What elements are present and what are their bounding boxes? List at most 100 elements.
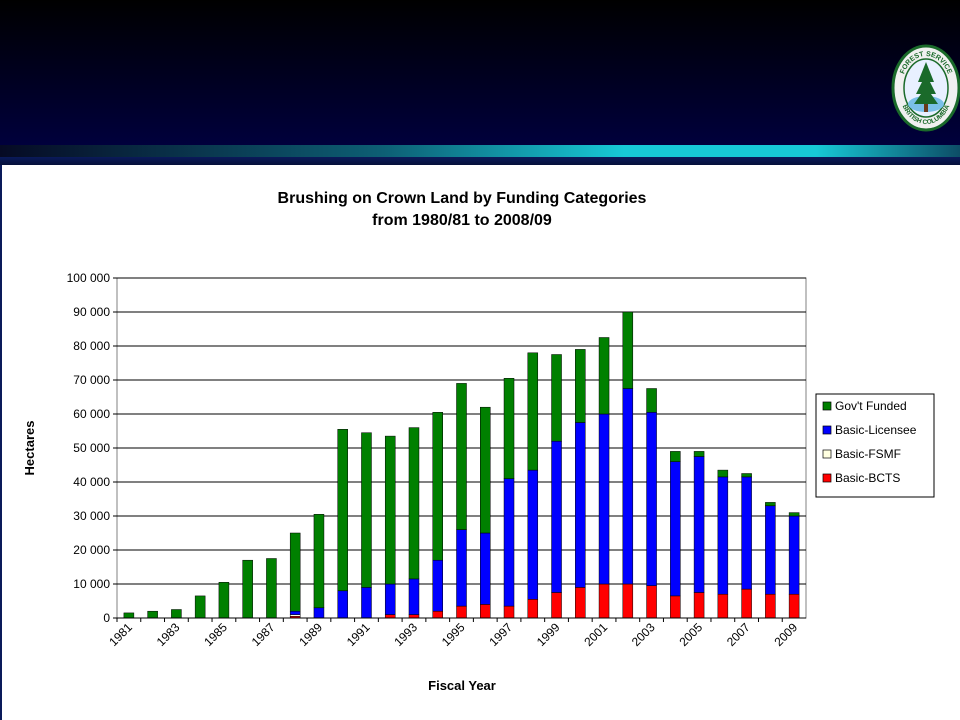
x-tick-label: 1991: [344, 620, 373, 649]
bar-gov-t-funded-1996: [480, 406, 491, 534]
bar-basic-bcts-2001: [598, 583, 610, 619]
bar-basic-licensee-1991: [361, 587, 372, 619]
plot-area: 0 10 000 20 000 30 000 40 000 50 000 60 000 70 …: [67, 271, 807, 649]
legend: Gov't Funded Basic-Licensee Basic-FSMF Basi…: [815, 393, 935, 498]
bar-basic-bcts-2005: [693, 592, 705, 619]
bar-gov-t-funded-2002: [622, 311, 634, 389]
y-axis-label: Hectares: [22, 421, 37, 476]
legend-swatch: [822, 449, 832, 459]
bar-basic-bcts-2000: [575, 587, 586, 619]
y-tick-label: 80 000: [73, 339, 110, 353]
bar-gov-t-funded-2004: [670, 451, 681, 462]
bar-gov-t-funded-1997: [503, 378, 515, 479]
left-border: [0, 165, 2, 720]
bar-gov-t-funded-1984: [194, 595, 206, 619]
bar-basic-bcts-1999: [551, 592, 562, 619]
x-axis-label: Fiscal Year: [428, 678, 496, 693]
bar-basic-licensee-1997: [503, 478, 515, 607]
bar-basic-bcts-2009: [788, 593, 800, 619]
x-tick-label: 1987: [249, 620, 278, 649]
header-stripe-lower: [0, 157, 960, 165]
y-tick-label: 0: [103, 611, 110, 625]
bar-basic-bcts-1996: [480, 604, 491, 619]
bar-basic-bcts-1997: [503, 605, 515, 619]
legend-label: Gov't Funded: [835, 399, 907, 413]
bar-basic-bcts-2002: [622, 583, 634, 619]
bar-basic-licensee-2008: [765, 505, 776, 595]
bar-gov-t-funded-1987: [266, 558, 277, 619]
bar-gov-t-funded-1983: [171, 609, 182, 619]
bar-basic-bcts-2008: [765, 593, 776, 619]
legend-swatch: [822, 473, 832, 483]
y-tick-label: 70 000: [73, 373, 110, 387]
x-tick-label: 1985: [201, 620, 230, 649]
bar-basic-bcts-1998: [527, 599, 539, 619]
x-tick-label: 1997: [486, 620, 515, 649]
x-tick-label: 1993: [391, 620, 420, 649]
y-tick-label: 40 000: [73, 475, 110, 489]
bar-gov-t-funded-1998: [527, 352, 539, 471]
legend-label: Basic-FSMF: [835, 447, 901, 461]
x-tick-label: 2009: [771, 620, 800, 649]
x-tick-label: 2001: [581, 620, 610, 649]
bar-basic-fsmf-1988: [289, 614, 301, 617]
bar-basic-licensee-1992: [384, 583, 396, 615]
bar-basic-licensee-1988: [289, 610, 301, 615]
brushing-chart: Brushing on Crown Land by Funding Catego…: [22, 190, 935, 693]
y-tick-label: 50 000: [73, 441, 110, 455]
bar-gov-t-funded-2003: [646, 388, 657, 413]
bar-gov-t-funded-2009: [788, 512, 800, 517]
bar-gov-t-funded-1989: [313, 514, 325, 609]
bar-gov-t-funded-1991: [361, 432, 372, 588]
y-tick-label: 10 000: [73, 577, 110, 591]
bar-gov-t-funded-1982: [147, 610, 158, 619]
x-tick-label: 1989: [296, 620, 325, 649]
y-tick-label: 60 000: [73, 407, 110, 421]
bar-gov-t-funded-1990: [337, 429, 348, 592]
x-tick-label: 1995: [439, 620, 468, 649]
bar-gov-t-funded-2008: [765, 502, 776, 507]
x-tick-label: 1981: [106, 620, 135, 649]
bar-gov-t-funded-1986: [242, 559, 253, 619]
bar-basic-licensee-1994: [432, 559, 443, 612]
header-stripe: [0, 145, 960, 157]
bar-basic-licensee-2000: [575, 422, 586, 588]
x-tick-label: 2007: [724, 620, 753, 649]
bar-basic-licensee-2003: [646, 412, 657, 586]
bar-basic-licensee-1995: [456, 529, 467, 607]
y-tick-label: 90 000: [73, 305, 110, 319]
bar-gov-t-funded-2007: [741, 473, 752, 478]
y-tick-label: 20 000: [73, 543, 110, 557]
bar-basic-licensee-1990: [337, 590, 348, 619]
bar-gov-t-funded-1994: [432, 412, 443, 561]
bar-gov-t-funded-2001: [598, 337, 610, 415]
bar-basic-bcts-1994: [432, 610, 443, 619]
x-tick-label: 2005: [676, 620, 705, 649]
legend-label: Basic-BCTS: [835, 471, 900, 485]
bar-gov-t-funded-2000: [575, 349, 586, 423]
bar-gov-t-funded-1993: [408, 427, 420, 580]
bar-gov-t-funded-2005: [693, 451, 705, 457]
y-tick-label: 30 000: [73, 509, 110, 523]
x-tick-label: 1983: [154, 620, 183, 649]
legend-box: [815, 393, 935, 498]
chart-title-line1: Brushing on Crown Land by Funding Catego…: [278, 190, 647, 207]
header-banner: [0, 0, 960, 145]
bar-basic-bcts-1993: [408, 614, 420, 619]
forest-service-bc-logo: FOREST SERVICE BRITISH COLUMBIA: [891, 44, 960, 132]
bar-basic-bcts-1995: [456, 605, 467, 619]
bar-basic-licensee-2007: [741, 476, 752, 590]
bar-basic-licensee-2004: [670, 461, 681, 597]
chart-title-line2: from 1980/81 to 2008/09: [372, 212, 552, 229]
bar-basic-licensee-1993: [408, 578, 420, 615]
x-tick-label: 2003: [629, 620, 658, 649]
bar-basic-bcts-2003: [646, 585, 657, 619]
bar-basic-licensee-2001: [598, 413, 610, 585]
x-tick-label: 1999: [534, 620, 563, 649]
bar-basic-bcts-2004: [670, 595, 681, 619]
bar-basic-licensee-2006: [717, 476, 729, 595]
bar-basic-bcts-1992: [384, 614, 396, 619]
bar-basic-licensee-1998: [527, 469, 539, 600]
bar-gov-t-funded-1995: [456, 383, 467, 530]
legend-swatch: [822, 425, 832, 435]
